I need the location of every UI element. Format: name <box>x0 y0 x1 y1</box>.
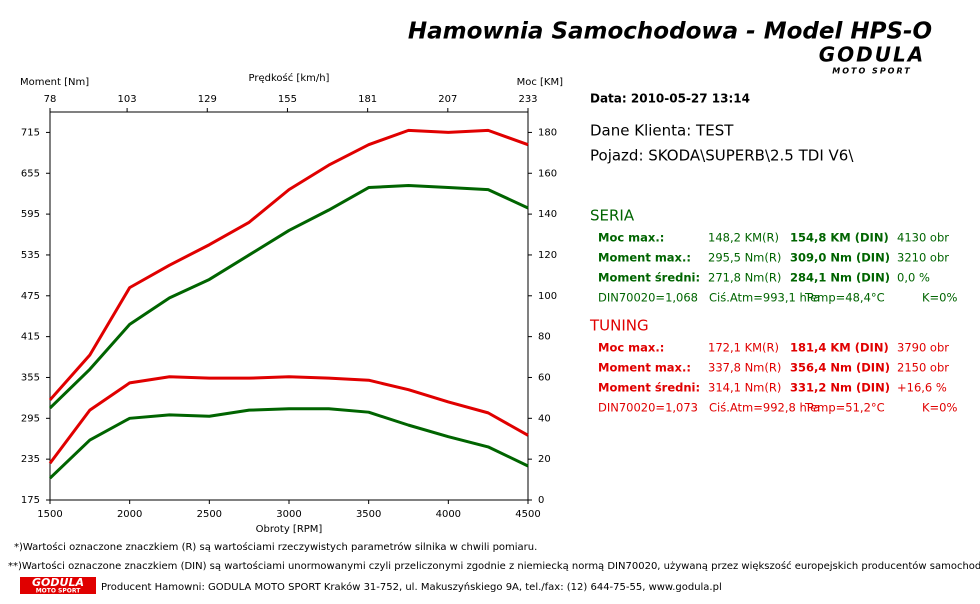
x2-axis-label: Prędkość [km/h] <box>249 72 330 84</box>
x-tick-label: 4000 <box>436 509 461 520</box>
stat: 0,0 % <box>897 271 930 285</box>
y-axis-label: Moment [Nm] <box>20 77 89 88</box>
producer: Producent Hamowni: GODULA MOTO SPORT Kra… <box>101 581 722 593</box>
title: Hamownia Samochodowa - Model HPS-O <box>408 19 932 45</box>
stat: 284,1 Nm (DIN) <box>790 271 890 285</box>
din: Temp=48,4°C <box>804 291 885 305</box>
section-title: SERIA <box>590 207 635 225</box>
stat: Moment średni: <box>598 381 700 395</box>
vehicle: Pojazd: SKODA\SUPERB\2.5 TDI V6\ <box>590 147 854 165</box>
stat: 356,4 Nm (DIN) <box>790 361 890 375</box>
client: Dane Klienta: TEST <box>590 122 734 140</box>
x-tick-label: 2000 <box>117 509 142 520</box>
x-tick-label: 4500 <box>515 509 540 520</box>
stat: Moc max.: <box>598 341 664 355</box>
plot-frame <box>49 111 529 501</box>
logo-sub: MOTO SPORT <box>832 67 912 76</box>
y-tick-label: 235 <box>21 454 40 465</box>
y-tick-label: 295 <box>21 413 40 424</box>
din: K=0% <box>922 401 957 415</box>
y-tick-label: 655 <box>21 168 40 179</box>
stat: 331,2 Nm (DIN) <box>790 381 890 395</box>
y-tick-label: 355 <box>21 372 40 383</box>
y2-tick-label: 100 <box>538 291 557 302</box>
stat: 271,8 Nm(R) <box>708 271 781 285</box>
footer-logo-bg <box>20 577 96 594</box>
stat: 3790 obr <box>897 341 949 355</box>
y-tick-label: 715 <box>21 127 40 138</box>
din: Temp=51,2°C <box>804 401 885 415</box>
x2-tick-label: 78 <box>44 94 57 105</box>
y2-tick-label: 80 <box>538 332 551 343</box>
din: DIN70020=1,073 <box>598 401 698 415</box>
y-tick-label: 175 <box>21 495 40 506</box>
y2-tick-label: 140 <box>538 209 557 220</box>
curve <box>48 407 529 480</box>
y2-tick-label: 0 <box>538 495 544 506</box>
stat: 2150 obr <box>897 361 949 375</box>
y2-tick-label: 20 <box>538 454 551 465</box>
x2-tick-label: 181 <box>358 94 377 105</box>
y-tick-label: 475 <box>21 291 40 302</box>
section-title: TUNING <box>589 317 649 335</box>
x-tick-label: 3500 <box>356 509 381 520</box>
din: DIN70020=1,068 <box>598 291 698 305</box>
x2-tick-label: 129 <box>198 94 217 105</box>
x-tick-label: 2500 <box>197 509 222 520</box>
stat: Moment średni: <box>598 271 700 285</box>
y2-tick-label: 40 <box>538 413 551 424</box>
curve <box>48 128 529 401</box>
y-tick-label: 535 <box>21 250 40 261</box>
stat: 314,1 Nm(R) <box>708 381 781 395</box>
stat: 337,8 Nm(R) <box>708 361 781 375</box>
x-tick-label: 3000 <box>276 509 301 520</box>
y2-tick-label: 60 <box>538 372 551 383</box>
y2-tick-label: 120 <box>538 250 557 261</box>
x2-tick-label: 155 <box>278 94 297 105</box>
note: *)Wartości oznaczone znaczkiem (R) są wa… <box>14 541 537 553</box>
x2-tick-label: 233 <box>518 94 537 105</box>
stat: Moment max.: <box>598 251 691 265</box>
x2-tick-label: 207 <box>438 94 457 105</box>
din: K=0% <box>922 291 957 305</box>
footer-logo-sub: MOTO SPORT <box>36 588 82 595</box>
stat: +16,6 % <box>897 381 947 395</box>
stat: 309,0 Nm (DIN) <box>790 251 890 265</box>
footer-logo: GODULA <box>32 576 84 589</box>
curve <box>48 184 529 410</box>
stat: 295,5 Nm(R) <box>708 251 781 265</box>
x2-tick-label: 103 <box>118 94 137 105</box>
note: **)Wartości oznaczone znaczkiem (DIN) są… <box>8 560 980 572</box>
stat: 148,2 KM(R) <box>708 231 779 245</box>
y-tick-label: 595 <box>21 209 40 220</box>
logo: GODULA <box>819 43 925 67</box>
stat: 154,8 KM (DIN) <box>790 231 889 245</box>
y-tick-label: 415 <box>21 332 40 343</box>
stat: 4130 obr <box>897 231 949 245</box>
x-tick-label: 1500 <box>37 509 62 520</box>
stat: 181,4 KM (DIN) <box>790 341 889 355</box>
date: Data: 2010-05-27 13:14 <box>590 92 750 106</box>
stat: Moc max.: <box>598 231 664 245</box>
din: Ciś.Atm=993,1 hPa <box>709 291 820 305</box>
x-axis-label: Obroty [RPM] <box>256 524 323 535</box>
din: Ciś.Atm=992,8 hPa <box>709 401 820 415</box>
curve <box>48 375 529 465</box>
y2-axis-label: Moc [KM] <box>517 77 564 88</box>
stat: 3210 obr <box>897 251 949 265</box>
y2-tick-label: 160 <box>538 168 557 179</box>
stat: Moment max.: <box>598 361 691 375</box>
y2-tick-label: 180 <box>538 127 557 138</box>
stat: 172,1 KM(R) <box>708 341 779 355</box>
